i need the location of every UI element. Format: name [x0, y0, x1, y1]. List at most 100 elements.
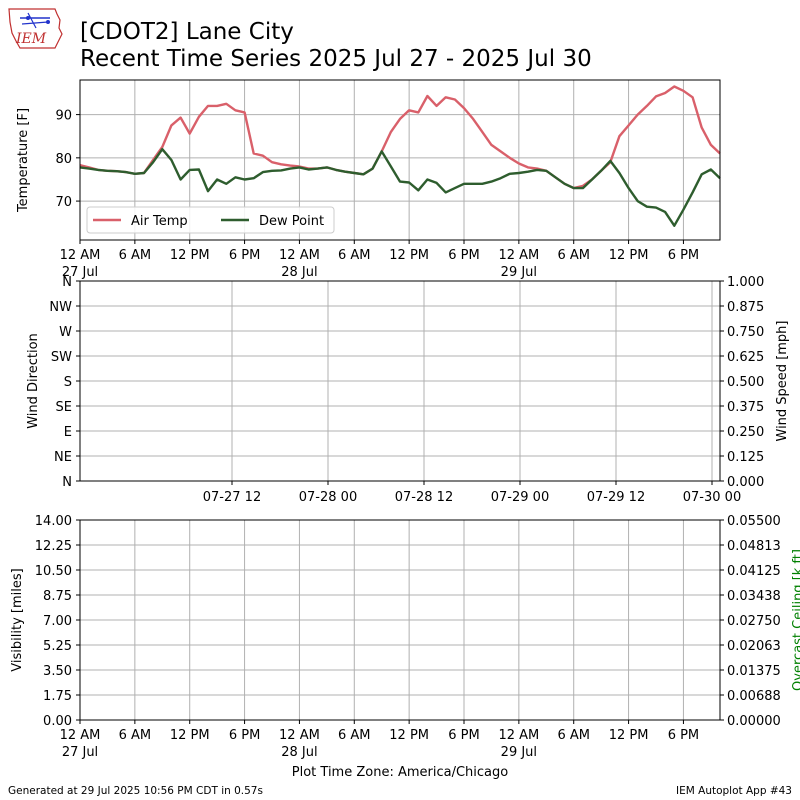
wind-direction-tick-label: N	[62, 475, 72, 490]
wind-speed-tick-label: 0.250	[727, 425, 764, 440]
dew-point-line	[79, 147, 721, 227]
chart-title-line2: Recent Time Series 2025 Jul 27 - 2025 Ju…	[80, 46, 592, 72]
temperature-panel: 12 AM 27 Jul 6 AM 12 PM 6 PM 12 AM 28 Jul 6 AM 1…	[16, 79, 721, 280]
visibility-tick-label: 8.75	[43, 589, 72, 604]
temperature-axis-label: Temperature [F]	[16, 108, 31, 213]
legend-box	[86, 206, 335, 234]
x-tick-label: 12 PM	[609, 248, 649, 263]
x-tick-label: 6 AM	[119, 728, 152, 743]
wind-direction-tick-label: W	[59, 325, 72, 340]
chart-title-line1: [CDOT2] Lane City	[80, 19, 294, 45]
x-tick-label: 12 AM	[498, 728, 539, 743]
air-temp-line	[79, 85, 721, 190]
ceiling-tick-label: 0.04813	[727, 539, 781, 554]
logo-text: IEM	[15, 31, 47, 47]
x-tick-label: 12 PM	[609, 728, 649, 743]
wind-direction-tick-label: S	[64, 375, 72, 390]
visibility-tick-label: 10.50	[35, 564, 72, 579]
x-tick-label: 07-27 12	[203, 490, 261, 505]
x-tick-date-label: 29 Jul	[501, 745, 537, 760]
wind-direction-tick-label: NW	[49, 300, 72, 315]
iem-logo: IEM	[8, 8, 63, 49]
x-tick-label: 6 PM	[229, 728, 260, 743]
wind-direction-tick-label: SW	[51, 350, 72, 365]
x-tick-label: 12 PM	[170, 248, 210, 263]
x-tick-label: 07-29 00	[491, 490, 549, 505]
ceiling-tick-label: 0.03438	[727, 589, 781, 604]
x-tick-date-label: 27 Jul	[62, 265, 98, 280]
y-tick-label: 70	[55, 195, 72, 210]
x-tick-label: 07-28 12	[395, 490, 453, 505]
wind-direction-tick-label: SE	[56, 400, 72, 415]
wind-direction-tick-label: NE	[54, 450, 72, 465]
wind-speed-tick-label: 1.000	[727, 275, 764, 290]
visibility-panel: 12 AM 27 Jul 6 AM 12 PM 6 PM 12 AM 28 Jul 6 AM 1…	[10, 514, 800, 760]
x-tick-label: 12 PM	[389, 728, 429, 743]
x-tick-date-label: 28 Jul	[281, 265, 317, 280]
wind-speed-axis-label: Wind Speed [mph]	[775, 321, 790, 442]
visibility-plot-frame	[79, 519, 721, 721]
x-tick-date-label: 29 Jul	[501, 265, 537, 280]
x-tick-label: 07-28 00	[299, 490, 357, 505]
x-tick-label: 12 AM	[279, 248, 320, 263]
x-tick-label: 6 AM	[338, 728, 371, 743]
legend-label-dew-point: Dew Point	[259, 214, 324, 229]
visibility-tick-label: 7.00	[43, 614, 72, 629]
temperature-legend: Air Temp Dew Point	[86, 206, 335, 234]
ceiling-tick-label: 0.05500	[727, 514, 781, 529]
temperature-plot-frame	[79, 79, 721, 241]
y-tick-label: 90	[55, 109, 72, 124]
timezone-label: Plot Time Zone: America/Chicago	[292, 765, 508, 780]
visibility-tick-label: 12.25	[35, 539, 72, 554]
legend-label-air-temp: Air Temp	[131, 214, 188, 229]
ceiling-tick-label: 0.02750	[727, 614, 781, 629]
ceiling-tick-label: 0.04125	[727, 564, 781, 579]
visibility-tick-label: 14.00	[35, 514, 72, 529]
x-tick-label: 6 PM	[668, 728, 699, 743]
wind-plot-frame	[79, 280, 721, 482]
y-tick-label: 80	[55, 152, 72, 167]
x-tick-label: 12 PM	[389, 248, 429, 263]
wind-speed-tick-label: 0.125	[727, 450, 764, 465]
ceiling-axis-label: Overcast Ceiling [k ft]	[791, 549, 800, 691]
ceiling-tick-label: 0.01375	[727, 664, 781, 679]
visibility-tick-label: 1.75	[43, 689, 72, 704]
x-tick-label: 6 AM	[557, 728, 590, 743]
wind-direction-tick-label: E	[64, 425, 72, 440]
x-tick-date-label: 28 Jul	[281, 745, 317, 760]
x-tick-label: 6 AM	[338, 248, 371, 263]
x-tick-label: 12 AM	[279, 728, 320, 743]
x-tick-label: 6 AM	[119, 248, 152, 263]
x-tick-label: 12 AM	[60, 248, 101, 263]
visibility-tick-label: 3.50	[43, 664, 72, 679]
visibility-tick-label: 5.25	[43, 639, 72, 654]
x-tick-label: 6 PM	[668, 248, 699, 263]
x-tick-label: 12 AM	[60, 728, 101, 743]
wind-speed-tick-label: 0.000	[727, 475, 764, 490]
footer-generated: Generated at 29 Jul 2025 10:56 PM CDT in…	[8, 785, 263, 797]
x-tick-label: 07-29 12	[587, 490, 645, 505]
x-tick-label: 12 PM	[170, 728, 210, 743]
x-tick-label: 6 PM	[448, 248, 479, 263]
x-tick-label: 6 AM	[557, 248, 590, 263]
x-tick-date-label: 27 Jul	[62, 745, 98, 760]
x-tick-label: 6 PM	[229, 248, 260, 263]
ceiling-tick-label: 0.02063	[727, 639, 781, 654]
wind-direction-axis-label: Wind Direction	[26, 333, 41, 429]
wind-speed-tick-label: 0.625	[727, 350, 764, 365]
visibility-axis-label: Visibility [miles]	[10, 568, 25, 671]
x-tick-label: 07-30 00	[683, 490, 741, 505]
wind-speed-tick-label: 0.375	[727, 400, 764, 415]
x-tick-label: 12 AM	[498, 248, 539, 263]
x-tick-label: 6 PM	[448, 728, 479, 743]
wind-speed-tick-label: 0.500	[727, 375, 764, 390]
footer-app: IEM Autoplot App #43	[676, 785, 792, 797]
wind-speed-tick-label: 0.875	[727, 300, 764, 315]
wind-panel: 07-27 12 07-28 00 07-28 12 07-29 00 07-29 12…	[26, 275, 790, 505]
ceiling-tick-label: 0.00688	[727, 689, 781, 704]
visibility-tick-label: 0.00	[43, 714, 72, 729]
ceiling-tick-label: 0.00000	[727, 714, 781, 729]
wind-speed-tick-label: 0.750	[727, 325, 764, 340]
wind-direction-tick-label: N	[62, 275, 72, 290]
